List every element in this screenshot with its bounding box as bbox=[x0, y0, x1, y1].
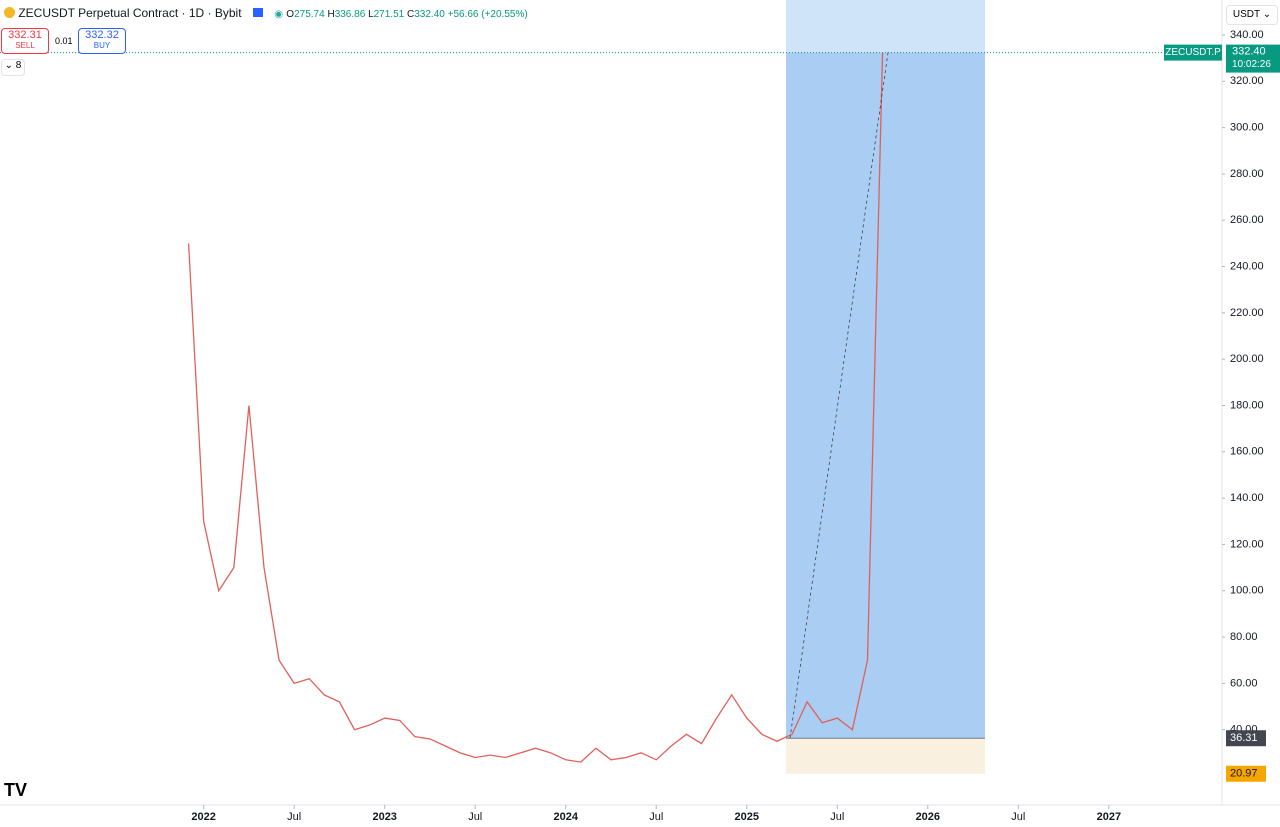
high: 336.86 bbox=[334, 9, 366, 20]
legend-bar: ZECUSDT Perpetual Contract · 1D · Bybit … bbox=[4, 6, 528, 20]
y-tick-label: 300.00 bbox=[1230, 122, 1264, 134]
indicators-toggle[interactable]: ⌄ 8 bbox=[1, 59, 25, 76]
entry-tag-text: 36.31 bbox=[1230, 732, 1258, 744]
buy-price: 332.32 bbox=[85, 29, 119, 41]
y-tick-label: 160.00 bbox=[1230, 446, 1264, 458]
price-tag bbox=[1226, 44, 1280, 73]
flag[interactable] bbox=[252, 8, 263, 17]
symbol-tag-text: ZECUSDT.P bbox=[1165, 47, 1221, 58]
y-tick-label: 320.00 bbox=[1230, 75, 1264, 87]
price-tag-text: 332.40 bbox=[1232, 46, 1266, 58]
symbol-icon bbox=[4, 7, 15, 18]
currency-select[interactable]: USDT ⌄ bbox=[1226, 5, 1278, 25]
y-tick-label: 240.00 bbox=[1230, 260, 1264, 272]
buy-button[interactable]: 332.32 BUY bbox=[78, 28, 126, 54]
x-tick-label: Jul bbox=[649, 811, 663, 823]
symbol-tag bbox=[1164, 44, 1222, 61]
x-tick-label: Jul bbox=[1011, 811, 1025, 823]
x-tick-label: Jul bbox=[287, 811, 301, 823]
h-label: H bbox=[327, 9, 335, 20]
countdown: 10:02:26 bbox=[1232, 59, 1271, 70]
symbol[interactable]: ZECUSDT Perpetual Contract · 1D · Bybit bbox=[18, 6, 242, 20]
low: 271.51 bbox=[373, 9, 405, 20]
sell-label: SELL bbox=[15, 41, 35, 50]
spread: 0.01 bbox=[55, 36, 73, 46]
entry-tag bbox=[1226, 730, 1266, 747]
y-tick-label: 140.00 bbox=[1230, 492, 1264, 504]
o-label: O bbox=[286, 9, 295, 20]
y-tick-label: 220.00 bbox=[1230, 307, 1264, 319]
y-tick-label: 280.00 bbox=[1230, 168, 1264, 180]
sell-price: 332.31 bbox=[8, 29, 42, 41]
sell-button[interactable]: 332.31 SELL bbox=[1, 28, 49, 54]
buy-label: BUY bbox=[93, 41, 111, 50]
price-line bbox=[187, 52, 884, 763]
y-tick-label: 200.00 bbox=[1230, 353, 1264, 365]
y-tick-label: 260.00 bbox=[1230, 214, 1264, 226]
y-tick-label: 60.00 bbox=[1230, 677, 1258, 689]
x-tick-label: 2025 bbox=[735, 811, 759, 823]
x-tick-label: 2027 bbox=[1097, 811, 1121, 823]
trend-dash bbox=[789, 52, 889, 739]
x-tick-label: 2022 bbox=[191, 811, 215, 823]
y-tick-label: 180.00 bbox=[1230, 399, 1264, 411]
currency: USDT bbox=[1232, 9, 1260, 20]
indicators-count: 8 bbox=[15, 60, 22, 71]
y-tick-label: 100.00 bbox=[1230, 585, 1264, 597]
dot: ◉ bbox=[274, 9, 283, 20]
x-tick-label: 2023 bbox=[372, 811, 396, 823]
x-tick-label: 2024 bbox=[553, 811, 578, 823]
logo[interactable]: TV bbox=[4, 780, 28, 800]
x-tick-label: 2026 bbox=[916, 811, 940, 823]
close: 332.40 bbox=[414, 9, 445, 20]
x-tick-label: Jul bbox=[468, 811, 482, 823]
profit-zone-upper bbox=[786, 0, 985, 53]
profit-zone bbox=[786, 52, 985, 739]
change: +56.66 (+20.55%) bbox=[447, 9, 528, 20]
c-label: C bbox=[407, 9, 415, 20]
l-label: L bbox=[368, 9, 374, 20]
stop-tag bbox=[1226, 765, 1266, 782]
y-tick-label: 80.00 bbox=[1230, 631, 1258, 643]
x-tick-label: Jul bbox=[830, 811, 844, 823]
open: 275.74 bbox=[294, 9, 325, 20]
y-tick-label: 120.00 bbox=[1230, 538, 1264, 550]
loss-zone bbox=[786, 738, 985, 774]
stop-tag-text: 20.97 bbox=[1230, 768, 1258, 780]
y-tick-label: 340.00 bbox=[1230, 29, 1264, 41]
